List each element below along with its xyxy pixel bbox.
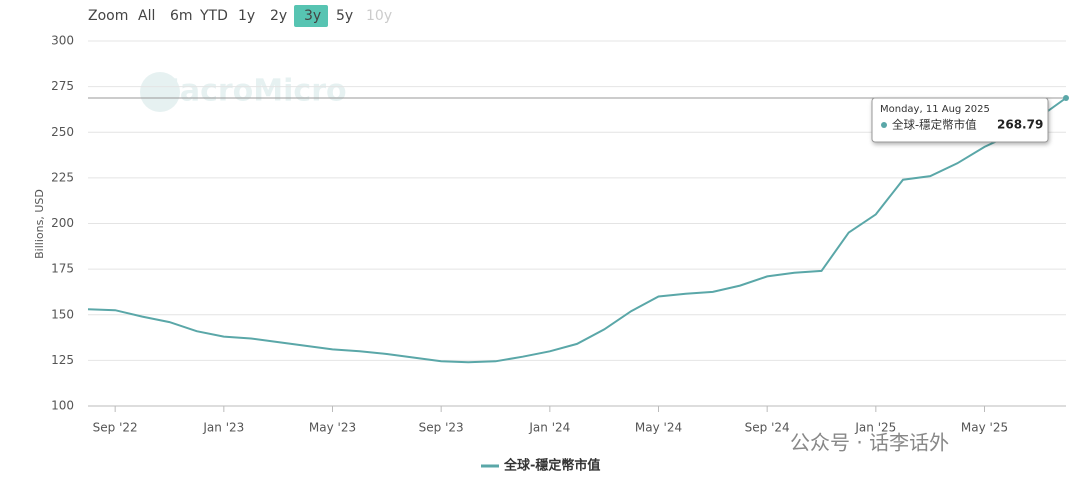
watermark-logo	[140, 72, 180, 112]
zoom-button[interactable]: 3y	[304, 8, 321, 24]
watermark: MacroMicro	[150, 74, 347, 109]
zoom-bar: Zoom All 6m YTD 1y 2y 3y 5y 10y	[88, 5, 392, 27]
zoom-button[interactable]: 1y	[238, 8, 255, 24]
zoom-button[interactable]: All	[138, 8, 155, 24]
hover-point	[1063, 94, 1069, 101]
legend-label: 全球-穩定幣市值	[503, 458, 600, 474]
tooltip-dot	[881, 122, 887, 128]
x-tick-label: Jan '24	[528, 421, 570, 435]
y-tick-label: 125	[51, 353, 74, 367]
zoom-label: Zoom	[88, 8, 128, 24]
x-tick-label: May '25	[961, 421, 1008, 435]
x-tick-label: Sep '22	[93, 421, 138, 435]
line-series	[87, 97, 1067, 364]
zoom-button[interactable]: YTD	[199, 8, 228, 24]
y-axis-label: Billions, USD	[33, 189, 46, 259]
y-tick-label: 250	[51, 125, 74, 139]
zoom-active	[294, 5, 328, 27]
legend[interactable]: 全球-穩定幣市值	[481, 458, 600, 474]
y-tick-label: 150	[51, 307, 74, 321]
x-tick-label: May '23	[309, 421, 356, 435]
tooltip-box	[871, 97, 1049, 143]
tooltip-value: 268.79	[997, 118, 1043, 132]
tooltip-series: 全球-穩定幣市值	[892, 118, 977, 132]
zoom-button[interactable]: 6m	[170, 8, 193, 24]
y-tick-label: 275	[51, 79, 74, 93]
y-tick-label: 225	[51, 170, 74, 184]
x-tick-label: Sep '23	[419, 421, 464, 435]
zoom-button[interactable]: 5y	[336, 8, 353, 24]
tooltip-date: Monday, 11 Aug 2025	[880, 104, 990, 115]
zoom-button[interactable]: 10y	[366, 8, 392, 24]
y-tick-label: 300	[51, 34, 74, 48]
y-tick-label: 175	[51, 262, 74, 276]
x-tick-label: Sep '24	[745, 421, 790, 435]
x-tick-label: May '24	[635, 421, 682, 435]
x-tick-label: Jan '23	[202, 421, 244, 435]
y-tick-label: 100	[51, 399, 74, 413]
footer-watermark: 公众号 · 话李话外	[790, 431, 949, 455]
x-tick-label: Jan '25	[854, 421, 896, 435]
zoom-button[interactable]: 2y	[270, 8, 287, 24]
tooltip: Monday, 11 Aug 2025 全球-穩定幣市值 268.79	[871, 97, 1049, 143]
y-tick-label: 200	[51, 216, 74, 230]
